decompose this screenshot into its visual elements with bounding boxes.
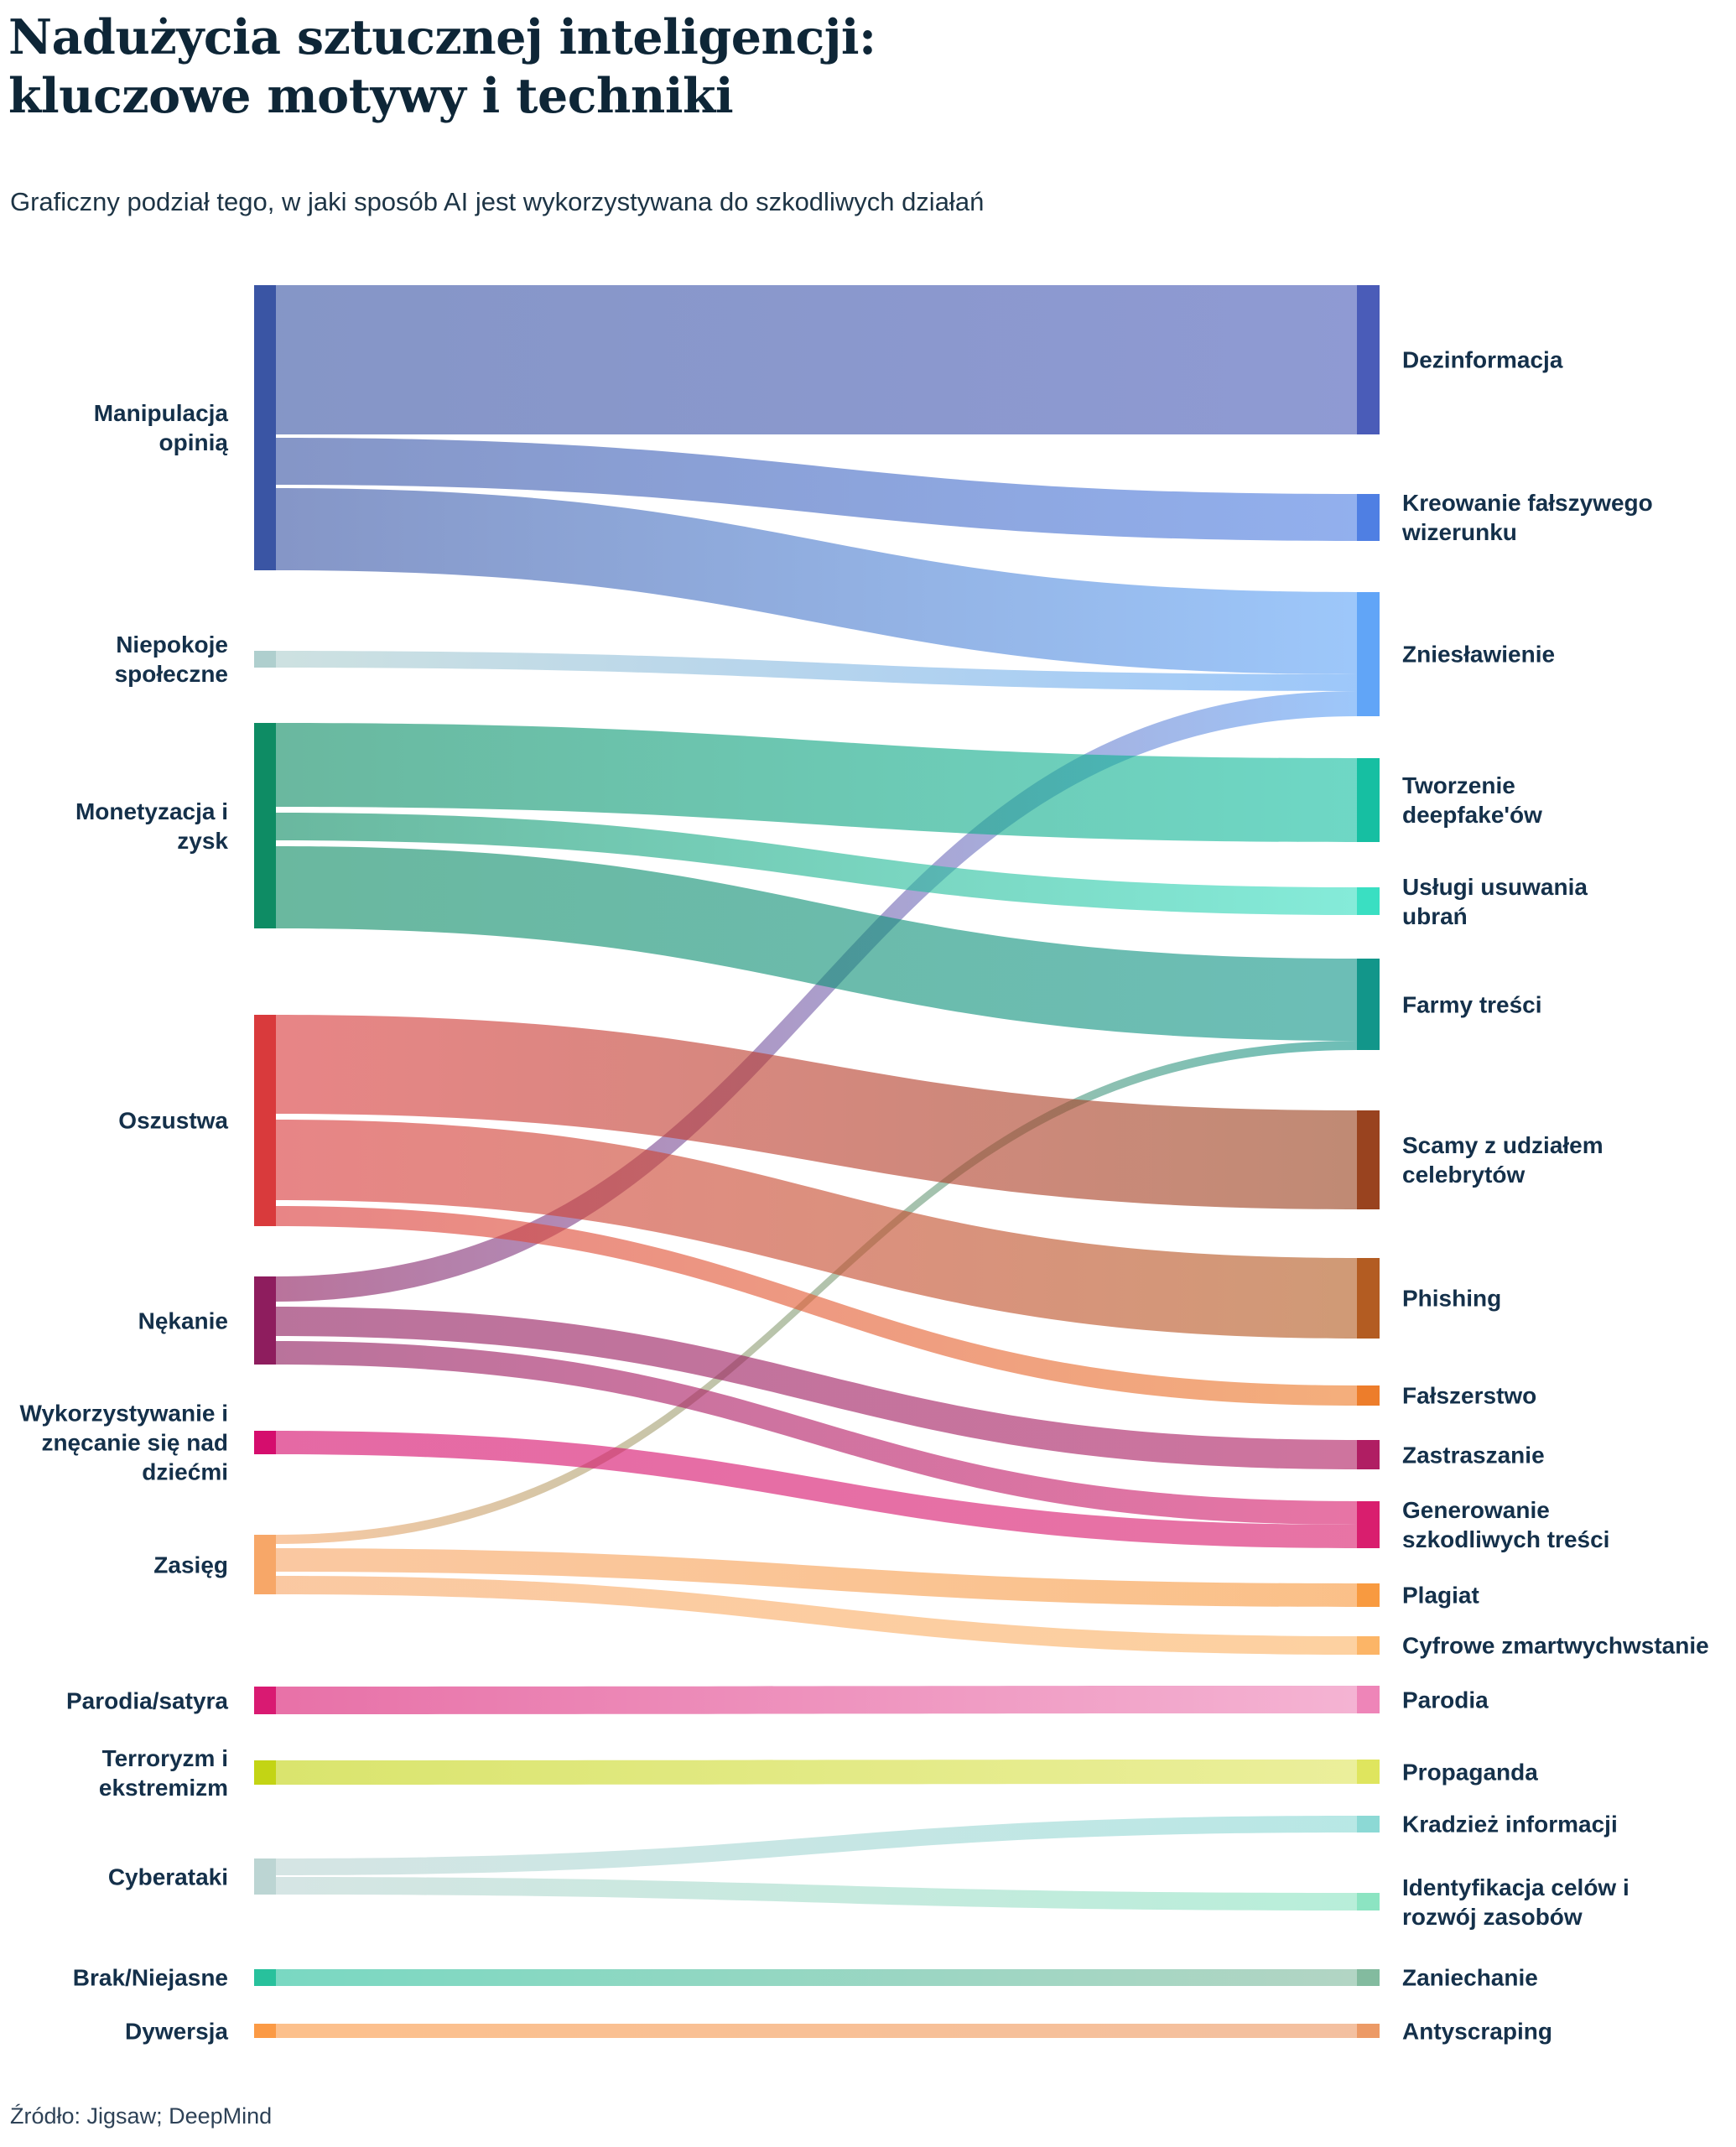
left-node-label-nekanie: Nękanie <box>138 1307 228 1333</box>
left-node-label-zasieg: Zasięg <box>153 1552 228 1578</box>
left-node-label-brak: Brak/Niejasne <box>72 1964 228 1991</box>
node-bar-brak <box>254 1969 276 1986</box>
right-node-label-uslugi: Usługi usuwania ubrań <box>1402 873 1588 929</box>
node-bar-plagiat <box>1357 1583 1380 1607</box>
node-bar-dezinformacja <box>1357 285 1380 434</box>
node-bar-identyfikacja <box>1357 1893 1380 1910</box>
node-bar-zasieg <box>254 1535 276 1594</box>
left-node-label-cyberataki: Cyberataki <box>107 1864 228 1890</box>
flow-cyberataki-kradziez <box>276 1816 1357 1875</box>
flow-zasieg-plagiat <box>276 1548 1357 1607</box>
page-subtitle: Graficzny podział tego, w jaki sposób AI… <box>10 187 985 216</box>
left-node-label-terroryzm: Terroryzm i ekstremizm <box>98 1744 228 1801</box>
right-node-label-kradziez: Kradzież informacji <box>1402 1811 1618 1838</box>
node-bar-parodia_satyra <box>254 1687 276 1714</box>
node-bar-propaganda <box>1357 1760 1380 1784</box>
node-bar-scamy <box>1357 1110 1380 1209</box>
right-node-label-generowanie: Generowanie szkodliwych treści <box>1402 1497 1610 1552</box>
right-node-label-propaganda: Propaganda <box>1402 1759 1538 1785</box>
node-bar-niepokoje <box>254 651 276 668</box>
page-title: Nadużycia sztucznej inteligencji: kluczo… <box>8 9 876 124</box>
right-node-label-tworzenie: Tworzenie deepfake'ów <box>1402 772 1542 828</box>
right-node-label-parodia: Parodia <box>1402 1687 1489 1713</box>
right-node-label-plagiat: Plagiat <box>1402 1582 1479 1609</box>
node-bar-generowanie <box>1357 1501 1380 1548</box>
flow-monetyzacja-uslugi <box>276 813 1357 915</box>
right-node-label-cyfrowe: Cyfrowe zmartwychwstanie <box>1402 1632 1709 1659</box>
flow-parodia_satyra-parodia <box>276 1686 1357 1714</box>
node-bar-zastraszanie <box>1357 1440 1380 1469</box>
flow-manipulacja-dezinformacja <box>276 285 1357 434</box>
left-node-label-parodia_satyra: Parodia/satyra <box>66 1687 228 1713</box>
flow-monetyzacja-tworzenie <box>276 723 1357 842</box>
flow-zasieg-farmy <box>276 1041 1357 1544</box>
flow-dywersja-antyscraping <box>276 2024 1357 2038</box>
sankey-node-bars <box>254 285 1380 2038</box>
flow-wykorzystywanie-generowanie <box>276 1431 1357 1548</box>
flow-nekanie-znieslawienie <box>276 691 1357 1302</box>
left-node-label-niepokoje: Niepokoje społeczne <box>114 632 228 687</box>
node-bar-zaniechanie <box>1357 1969 1380 1986</box>
right-node-label-farmy: Farmy treści <box>1402 991 1542 1017</box>
node-bar-manipulacja <box>254 285 276 570</box>
node-bar-kreowanie <box>1357 494 1380 541</box>
right-node-label-zaniechanie: Zaniechanie <box>1402 1964 1538 1991</box>
node-bar-terroryzm <box>254 1760 276 1785</box>
left-node-label-manipulacja: Manipulacja opinią <box>93 400 228 455</box>
node-bar-falszerstwo <box>1357 1385 1380 1406</box>
source-note: Źródło: Jigsaw; DeepMind <box>10 2103 273 2129</box>
flow-monetyzacja-farmy <box>276 846 1357 1041</box>
left-node-label-monetyzacja: Monetyzacja i zysk <box>75 798 228 854</box>
node-bar-antyscraping <box>1357 2024 1380 2038</box>
flow-niepokoje-znieslawienie <box>276 651 1357 691</box>
node-bar-wykorzystywanie <box>254 1431 276 1454</box>
flow-oszustwa-scamy <box>276 1015 1357 1209</box>
node-bar-phishing <box>1357 1258 1380 1339</box>
left-node-label-wykorzystywanie: Wykorzystywanie i znęcanie się nad dzieć… <box>19 1400 228 1485</box>
flow-oszustwa-phishing <box>276 1120 1357 1339</box>
flow-nekanie-generowanie <box>276 1341 1357 1525</box>
node-bar-kradziez <box>1357 1816 1380 1832</box>
right-node-label-scamy: Scamy z udziałem celebrytów <box>1402 1132 1603 1188</box>
node-bar-nekanie <box>254 1276 276 1365</box>
node-bar-tworzenie <box>1357 758 1380 842</box>
flow-oszustwa-falszerstwo <box>276 1206 1357 1406</box>
right-node-label-dezinformacja: Dezinformacja <box>1402 346 1563 373</box>
right-node-label-phishing: Phishing <box>1402 1285 1502 1312</box>
node-bar-monetyzacja <box>254 723 276 928</box>
node-bar-parodia <box>1357 1686 1380 1713</box>
flow-manipulacja-znieslawienie <box>276 488 1357 674</box>
right-node-label-zastraszanie: Zastraszanie <box>1402 1442 1545 1468</box>
node-bar-dywersja <box>254 2024 276 2038</box>
node-bar-cyfrowe <box>1357 1636 1380 1655</box>
flow-brak-zaniechanie <box>276 1969 1357 1986</box>
node-bar-uslugi <box>1357 887 1380 915</box>
flow-manipulacja-kreowanie <box>276 438 1357 541</box>
sankey-flows <box>276 285 1357 2038</box>
right-node-label-znieslawienie: Zniesławienie <box>1402 641 1556 668</box>
left-node-label-oszustwa: Oszustwa <box>118 1107 228 1134</box>
node-bar-oszustwa <box>254 1015 276 1226</box>
flow-zasieg-cyfrowe <box>276 1576 1357 1655</box>
node-bar-znieslawienie <box>1357 592 1380 716</box>
right-node-label-kreowanie: Kreowanie fałszywego wizerunku <box>1402 490 1653 545</box>
node-bar-cyberataki <box>254 1858 276 1895</box>
flow-nekanie-zastraszanie <box>276 1307 1357 1469</box>
flow-cyberataki-identyfikacja <box>276 1877 1357 1910</box>
right-node-label-falszerstwo: Fałszerstwo <box>1402 1382 1537 1409</box>
left-node-label-dywersja: Dywersja <box>125 2018 228 2044</box>
node-bar-farmy <box>1357 959 1380 1050</box>
right-node-label-antyscraping: Antyscraping <box>1402 2018 1552 2044</box>
flow-terroryzm-propaganda <box>276 1760 1357 1785</box>
right-node-label-identyfikacja: Identyfikacja celów i rozwój zasobów <box>1402 1874 1629 1930</box>
